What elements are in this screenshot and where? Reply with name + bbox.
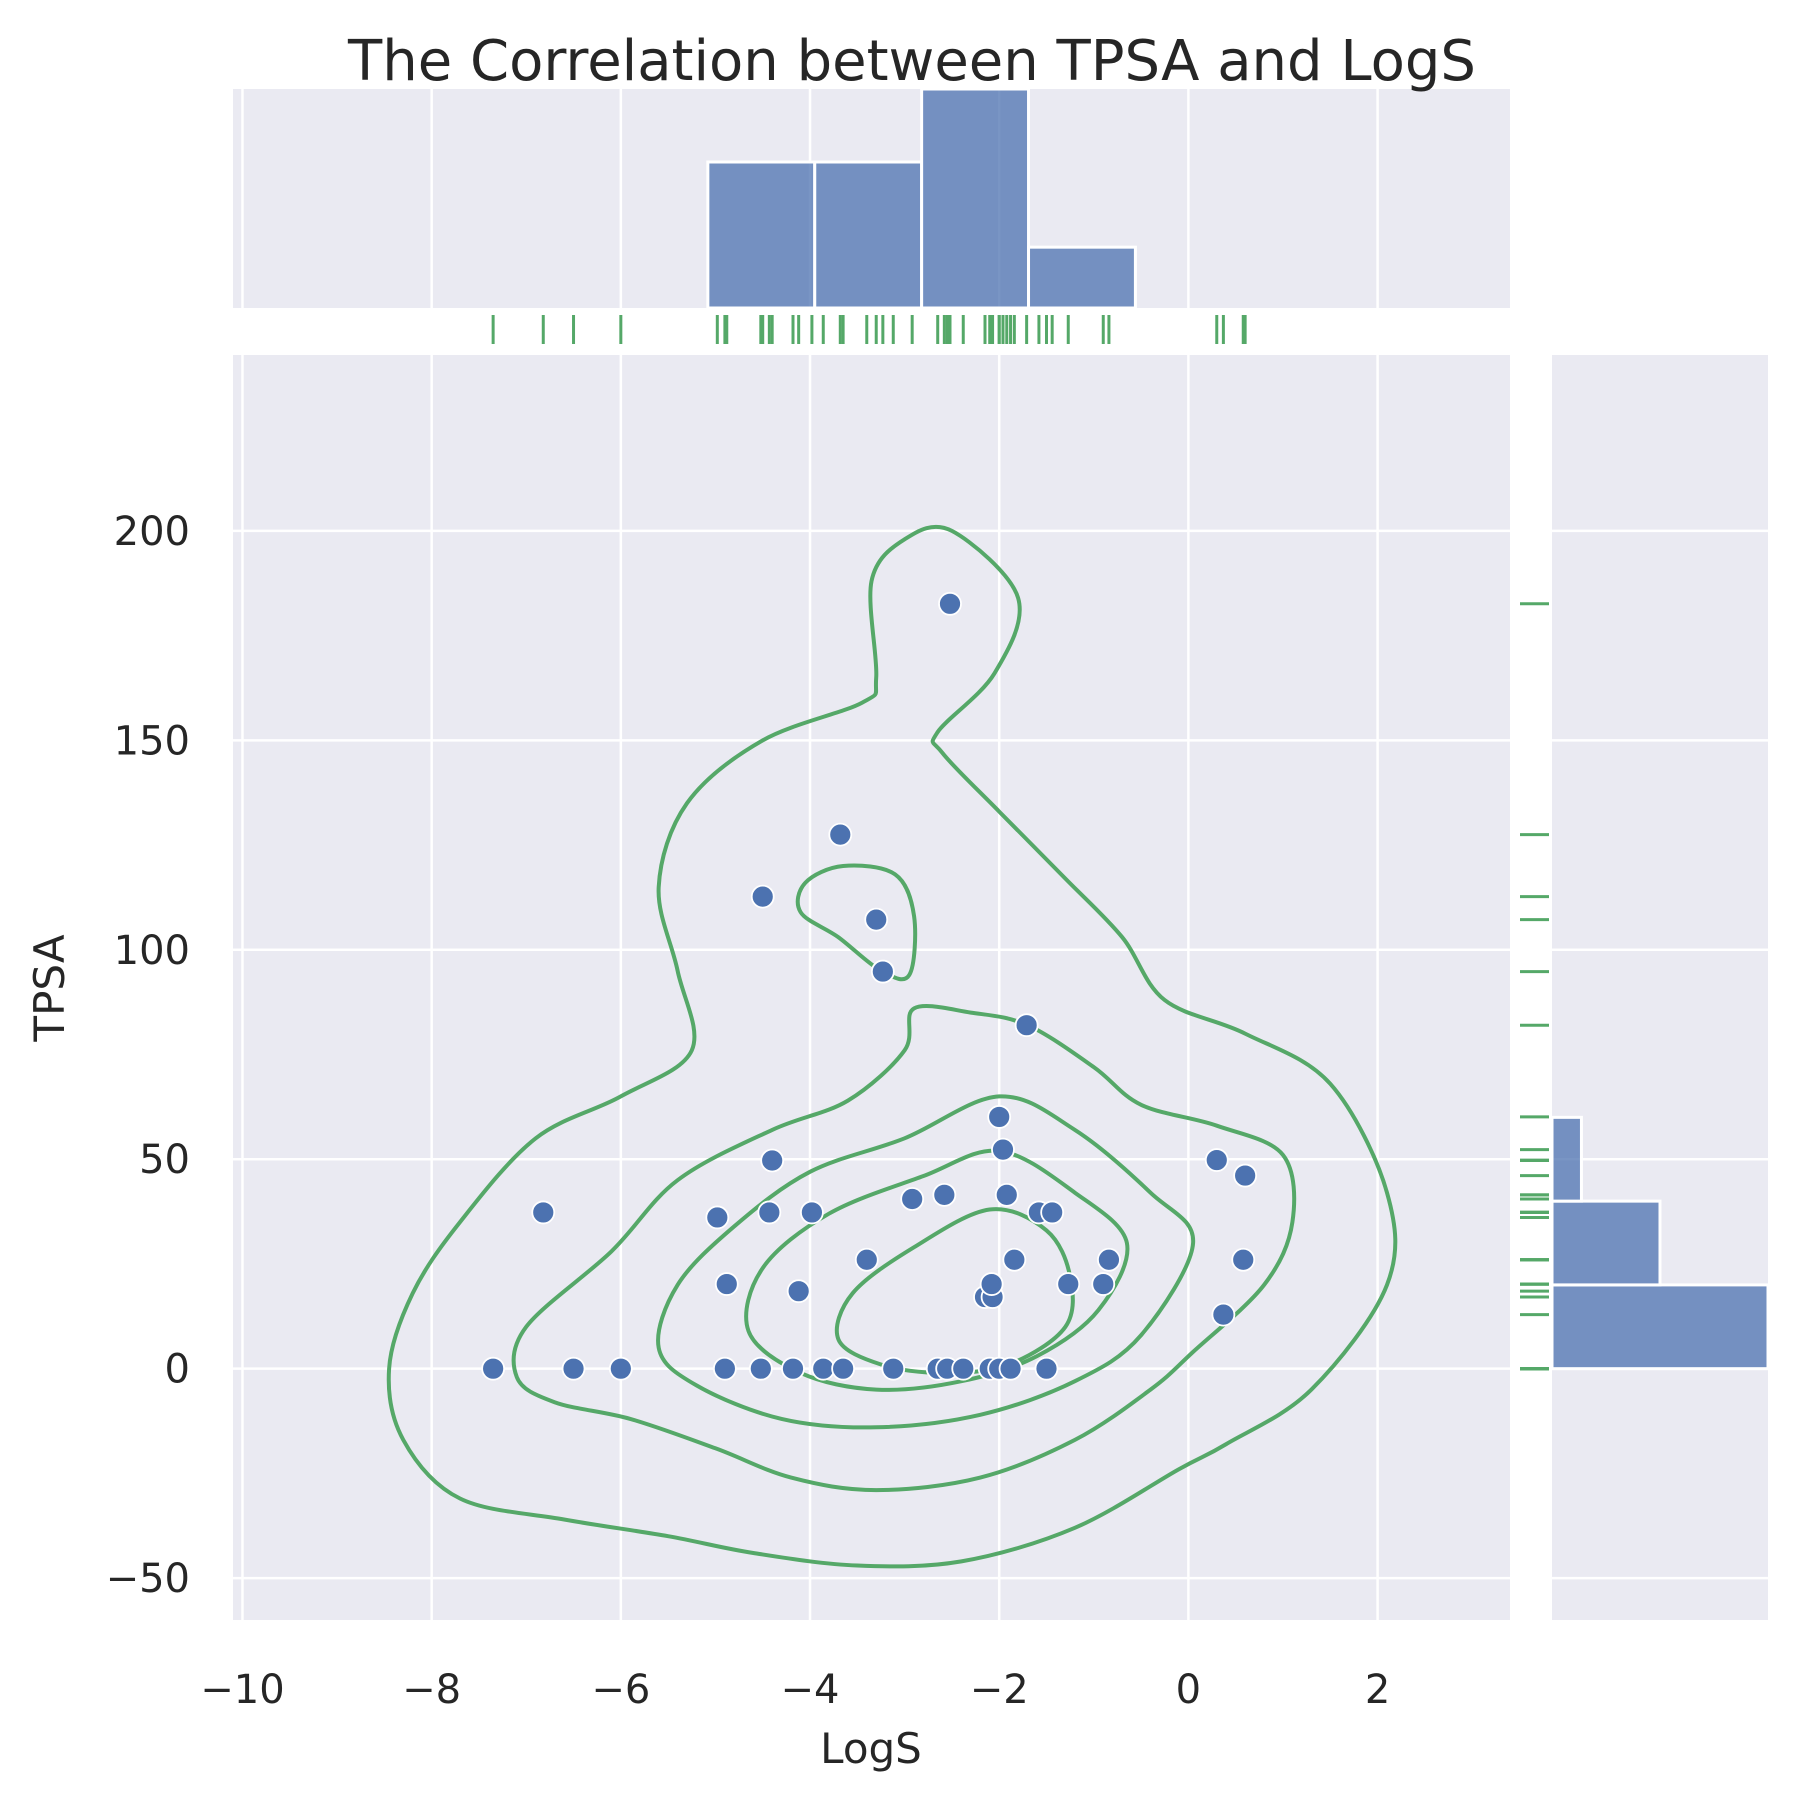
scatter-point	[979, 1272, 1004, 1296]
scatter-point	[1097, 1247, 1121, 1272]
scatter-point	[1211, 1302, 1236, 1327]
scatter-point	[991, 1137, 1015, 1162]
x-tick-label: 0	[1176, 1667, 1201, 1713]
scatter-point	[932, 1182, 957, 1207]
y-axis-label: TPSA	[25, 934, 74, 1042]
scatter-point	[1034, 1356, 1059, 1381]
scatter-point	[987, 1105, 1012, 1129]
marginal-y-bar	[1550, 1283, 1770, 1371]
x-tick-label: −10	[200, 1667, 284, 1713]
scatter-point	[705, 1205, 730, 1230]
x-tick-labels: −10 −8 −6 −4 −2 0 2	[200, 1667, 1390, 1713]
joint-background	[233, 355, 1510, 1620]
scatter-point	[1231, 1247, 1256, 1272]
scatter-point	[831, 1356, 856, 1381]
scatter-point	[1002, 1247, 1027, 1272]
scatter-point	[781, 1356, 805, 1381]
scatter-point	[531, 1200, 556, 1225]
scatter-point	[750, 884, 775, 909]
scatter-point	[561, 1356, 586, 1381]
scatter-point	[1204, 1148, 1229, 1172]
marginal-y-bar	[1550, 1115, 1583, 1203]
scatter-point	[994, 1182, 1019, 1207]
rug-x	[491, 315, 1247, 344]
kde-contour-line	[656, 1094, 1196, 1430]
marginal-x-histogram	[706, 87, 1137, 310]
marginal-x-bar	[920, 87, 1031, 310]
x-tick-label: −2	[970, 1667, 1029, 1713]
scatter-points	[481, 591, 1258, 1381]
marginal-x-bar	[1027, 245, 1137, 310]
x-tick-label: −8	[402, 1667, 461, 1713]
marginal-y-grid	[1552, 529, 1768, 1580]
x-tick-label: 2	[1365, 1667, 1390, 1713]
marginal-y-histogram	[1550, 1115, 1770, 1371]
marginal-x-panel	[233, 87, 1510, 310]
y-tick-label: 0	[165, 1347, 190, 1393]
scatter-point	[712, 1356, 737, 1381]
y-tick-label: 100	[114, 928, 190, 974]
scatter-point	[900, 1187, 925, 1211]
y-tick-label: −50	[106, 1556, 190, 1602]
kde-contour-line	[386, 524, 1398, 1569]
kde-contour-line	[744, 1148, 1130, 1392]
scatter-point	[998, 1356, 1023, 1381]
scatter-point	[854, 1247, 879, 1272]
y-tick-label: 200	[114, 509, 190, 555]
scatter-point	[1040, 1200, 1065, 1225]
marginal-x-bar	[706, 160, 817, 310]
scatter-point	[1056, 1272, 1081, 1296]
marginal-y-bar	[1550, 1199, 1662, 1287]
x-axis-label: LogS	[820, 1724, 922, 1773]
y-tick-label: 50	[139, 1137, 190, 1183]
chart-title: The Correlation between TPSA and LogS	[347, 29, 1476, 94]
marginal-y-panel	[1550, 355, 1770, 1620]
scatter-point	[1091, 1272, 1116, 1296]
kde-contour-line	[511, 1004, 1297, 1493]
scatter-point	[481, 1356, 506, 1381]
y-tick-label: 150	[114, 718, 190, 764]
scatter-point	[748, 1356, 773, 1381]
scatter-point	[1014, 1013, 1039, 1038]
scatter-point	[800, 1200, 824, 1225]
scatter-point	[828, 822, 853, 847]
x-tick-label: −4	[781, 1667, 840, 1713]
scatter-point	[864, 907, 889, 932]
joint-panel	[233, 355, 1510, 1620]
scatter-point	[714, 1272, 739, 1296]
y-tick-labels: −50 0 50 100 150 200	[106, 509, 190, 1602]
scatter-point	[1233, 1163, 1258, 1188]
marginal-y-background	[1552, 355, 1768, 1620]
joint-grid	[233, 355, 1510, 1620]
scatter-point	[608, 1356, 633, 1381]
kde-contours	[386, 524, 1398, 1569]
scatter-point	[881, 1356, 906, 1381]
marginal-x-bar	[813, 160, 924, 310]
scatter-point	[786, 1279, 811, 1304]
scatter-point	[757, 1200, 782, 1225]
scatter-point	[938, 591, 962, 616]
rug-y	[1520, 602, 1549, 1371]
scatter-point	[760, 1148, 785, 1173]
scatter-point	[811, 1356, 836, 1381]
x-tick-label: −6	[591, 1667, 650, 1713]
scatter-point	[870, 959, 895, 984]
scatter-point	[951, 1356, 976, 1381]
